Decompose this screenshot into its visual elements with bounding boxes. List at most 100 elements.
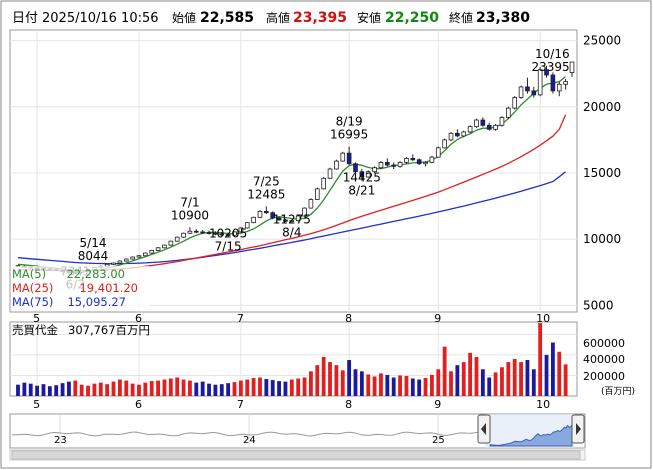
- annotation-line1: 5/14: [80, 236, 107, 250]
- x-tick-label-top: 6: [135, 312, 142, 325]
- volume-bar: [188, 380, 192, 396]
- volume-bar: [130, 383, 135, 396]
- volume-tick-2: 400000: [583, 353, 625, 366]
- candle-body: [486, 124, 492, 130]
- candle-body: [283, 219, 288, 222]
- candle-body: [187, 230, 193, 234]
- candle-body: [391, 164, 397, 167]
- volume-bar: [404, 375, 409, 396]
- navigator-left-handle[interactable]: [477, 414, 491, 444]
- candle-body: [506, 107, 511, 118]
- candle-body: [149, 250, 155, 254]
- candle-body: [295, 215, 301, 222]
- ma-legend: MA(5) 22,283.00 MA(25) 19,401.20 MA(75) …: [11, 266, 149, 310]
- volume-bar: [143, 382, 148, 396]
- volume-bar: [207, 383, 211, 396]
- price-panel: [9, 29, 578, 313]
- close-label: 終値: [449, 10, 473, 25]
- candle-body: [308, 199, 314, 209]
- navigator-right-handle[interactable]: [571, 414, 585, 444]
- legend-ma75-label: MA(75): [12, 295, 53, 309]
- candle-body: [321, 177, 326, 190]
- x-tick-label-bottom: 9: [434, 398, 441, 411]
- volume-bar: [162, 379, 167, 396]
- datetime: 2025/10/16 10:56: [42, 11, 159, 26]
- annotation-line1: 14425: [343, 171, 381, 185]
- volume-bar: [417, 379, 422, 396]
- volume-bar: [289, 379, 294, 396]
- volume-bar: [321, 356, 326, 396]
- navigator-labels: 23 24 25: [54, 435, 445, 446]
- low-value: 22,250: [385, 10, 439, 26]
- volume-bar: [137, 384, 141, 396]
- volume-bar: [379, 373, 383, 396]
- candle-body: [550, 74, 556, 92]
- volume-bar: [181, 379, 186, 396]
- navigator-scroll-thumb[interactable]: [11, 450, 581, 460]
- candle-body: [518, 86, 524, 98]
- candle-body: [563, 81, 568, 85]
- legend-ma25-label: MA(25): [12, 281, 53, 295]
- annotation-line2: 23395: [531, 60, 569, 74]
- candle-body: [385, 161, 390, 166]
- volume-bar: [493, 372, 498, 396]
- x-tick-label-bottom: 6: [135, 398, 142, 411]
- volume-bar: [200, 381, 205, 396]
- candle-body: [302, 207, 307, 217]
- annotation-line2: 12485: [247, 187, 285, 201]
- left-arrow-icon: [481, 423, 486, 435]
- date-label: 日付: [12, 11, 38, 26]
- volume-bar: [156, 380, 161, 396]
- x-tick-label-bottom: 7: [237, 398, 244, 411]
- volume-bar: [372, 376, 377, 396]
- volume-bar: [111, 381, 116, 396]
- volume-bar: [22, 382, 27, 396]
- volume-bar: [461, 362, 466, 396]
- candle-body: [423, 161, 428, 165]
- volume-bar: [366, 374, 371, 396]
- annotation-line2: 8044: [78, 249, 109, 263]
- volume-bar: [550, 342, 555, 396]
- x-tick-label-top: 8: [345, 312, 352, 325]
- annotation-line2: 7/15: [215, 239, 242, 253]
- candle-body: [448, 132, 454, 141]
- x-axis-months: 5 5 6 6 7 7 8 8 9 9 10 10: [33, 312, 550, 411]
- candle-body: [117, 260, 123, 264]
- candle-body: [219, 233, 225, 236]
- volume-bar: [347, 360, 352, 396]
- volume-bar: [296, 378, 301, 396]
- candle-body: [531, 90, 537, 96]
- candle-body: [193, 230, 199, 233]
- volume-bar: [54, 385, 59, 396]
- x-tick-label-top: 5: [33, 312, 40, 325]
- candle-body: [168, 240, 174, 246]
- range-navigator[interactable]: 23 24 25: [9, 413, 586, 461]
- candle-body: [525, 86, 530, 92]
- volume-bar: [455, 365, 460, 396]
- volume-bar: [251, 378, 256, 396]
- candle-body: [410, 158, 416, 161]
- annotation-line1: 8/19: [336, 115, 363, 129]
- volume-bar: [302, 377, 307, 396]
- candle-body: [359, 171, 365, 178]
- candle-body: [181, 232, 186, 238]
- candle-body: [270, 212, 276, 219]
- y-tick-label: 5000: [583, 298, 614, 312]
- volume-bar: [226, 383, 231, 396]
- volume-bar: [28, 383, 33, 396]
- candle-body: [372, 167, 377, 173]
- candle-body: [143, 252, 148, 257]
- close-value: 23,380: [476, 10, 530, 26]
- open-value: 22,585: [200, 10, 254, 26]
- volume-bar: [67, 381, 71, 396]
- annotation-line2: 8/4: [282, 225, 301, 239]
- volume-bar: [86, 385, 90, 396]
- volume-bar: [340, 370, 345, 396]
- volume-bar: [98, 382, 103, 396]
- volume-bar: [105, 384, 110, 396]
- candle-body: [111, 262, 116, 265]
- volume-bar: [73, 380, 78, 396]
- volume-bar: [238, 380, 243, 396]
